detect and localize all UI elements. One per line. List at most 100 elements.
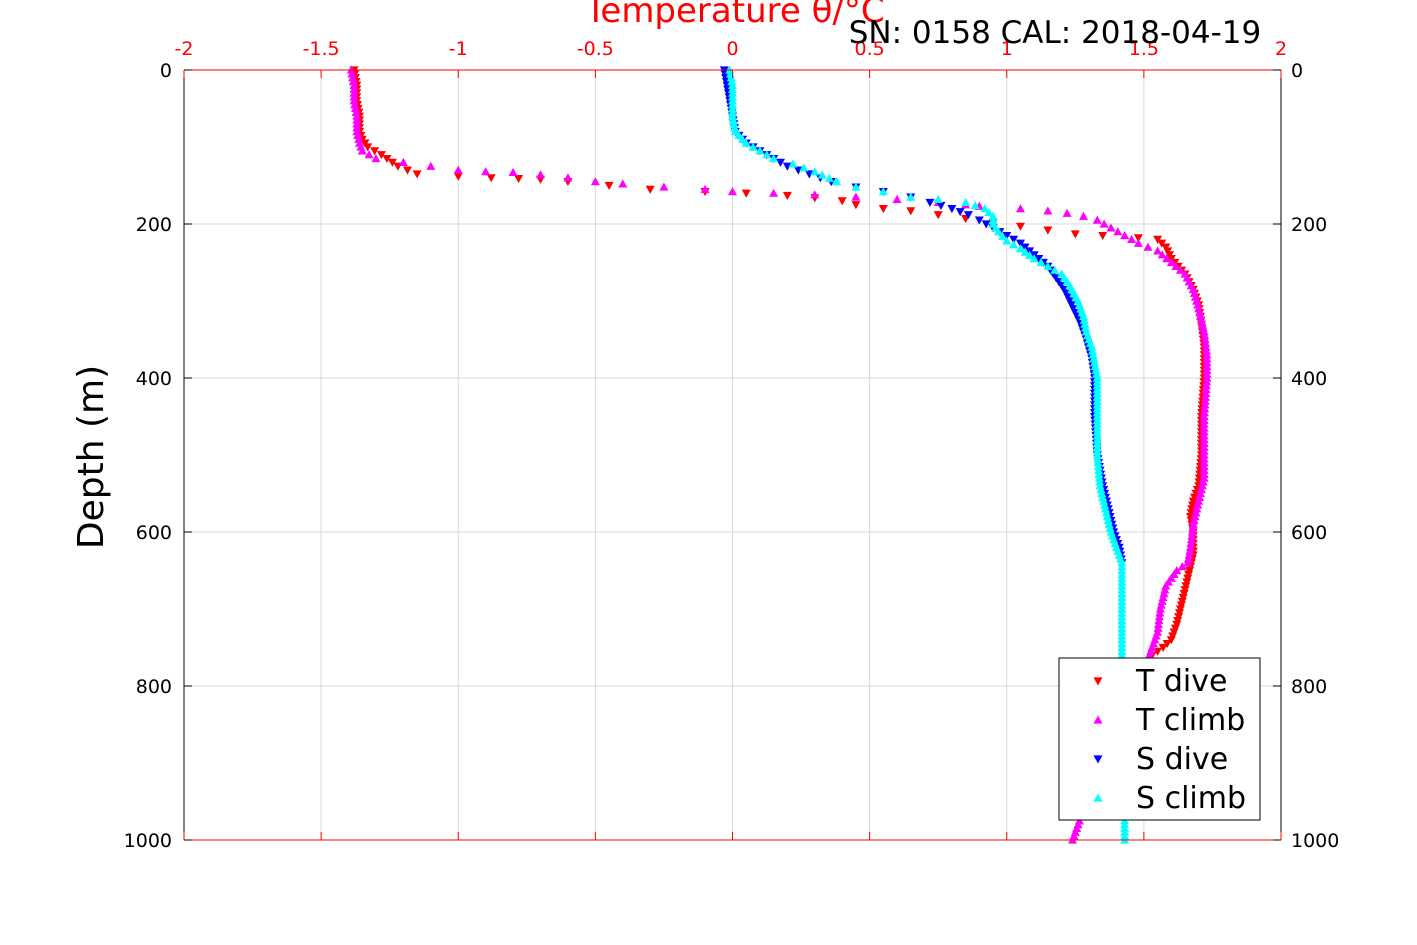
x-tick-label: -0.5: [577, 38, 614, 60]
data-point: [729, 119, 739, 128]
data-point: [1157, 250, 1167, 259]
data-point: [1154, 619, 1164, 628]
data-point: [1185, 542, 1195, 551]
y-tick-label-left: 1000: [124, 830, 172, 852]
data-point: [730, 127, 740, 136]
data-point: [1196, 311, 1206, 320]
data-point: [998, 231, 1008, 240]
data-point: [1200, 396, 1210, 405]
y-tick-label-left: 200: [136, 214, 172, 236]
data-point: [1009, 240, 1019, 249]
data-point: [486, 174, 496, 183]
data-point: [1193, 500, 1203, 509]
data-point: [782, 162, 792, 171]
x-tick-label: 2: [1275, 38, 1287, 60]
data-point: [963, 211, 973, 220]
data-point: [728, 115, 738, 124]
y-axis-title: Depth (m): [71, 365, 112, 549]
data-point: [1092, 215, 1102, 224]
x-axis-title: Temperature θ/°C: [584, 0, 884, 31]
legend-label: S dive: [1136, 742, 1228, 777]
data-point: [728, 187, 737, 196]
y-tick-label-right: 600: [1291, 522, 1327, 544]
data-point: [1197, 319, 1207, 328]
data-point: [980, 204, 990, 213]
data-point: [1197, 481, 1207, 490]
data-point: [970, 201, 980, 210]
data-point: [1155, 604, 1165, 613]
data-point: [1191, 508, 1201, 517]
data-point: [1160, 585, 1170, 594]
data-point: [1043, 226, 1053, 235]
data-point: [1201, 385, 1211, 394]
data-point: [1080, 319, 1090, 328]
data-point: [1102, 512, 1112, 521]
data-point: [741, 138, 751, 147]
data-point: [933, 211, 943, 220]
axes: [183, 69, 1282, 841]
data-point: [1081, 323, 1091, 332]
data-point: [1093, 454, 1103, 463]
data-point: [426, 161, 436, 170]
data-point: [604, 181, 614, 190]
data-point: [370, 147, 380, 156]
data-point: [1104, 519, 1114, 528]
data-point: [1020, 247, 1030, 256]
data-point: [1200, 400, 1210, 409]
chart-subtitle: SN: 0158 CAL: 2018-04-19: [849, 15, 1262, 51]
data-point: [1186, 539, 1196, 548]
legend-label: S climb: [1136, 781, 1246, 816]
data-point: [974, 216, 984, 225]
data-point: [1188, 519, 1198, 528]
data-point: [1088, 350, 1098, 359]
data-point: [1201, 346, 1211, 355]
data-point: [1201, 342, 1211, 351]
data-point: [1199, 473, 1209, 482]
data-point: [981, 220, 991, 229]
data-point: [1009, 235, 1019, 244]
y-tick-label-left: 800: [136, 676, 172, 698]
data-point: [817, 170, 827, 179]
data-point: [1202, 373, 1212, 382]
data-point: [1094, 473, 1104, 482]
legend-marker: [1093, 793, 1103, 802]
data-point: [1098, 231, 1108, 241]
x-tick-label: 0: [726, 38, 738, 60]
data-point: [1106, 223, 1116, 232]
data-point: [788, 159, 798, 168]
data-point: [892, 194, 902, 203]
data-point: [1070, 230, 1080, 239]
data-point: [1090, 358, 1100, 367]
x-tick-label: -2: [175, 38, 194, 60]
data-point: [1162, 254, 1172, 263]
data-points: [346, 65, 1212, 844]
data-point: [799, 163, 809, 172]
data-point: [1194, 304, 1204, 313]
data-point: [1002, 231, 1012, 241]
data-point: [350, 104, 360, 113]
data-point: [1200, 331, 1210, 340]
legend-marker: [1093, 755, 1103, 764]
data-point: [906, 207, 916, 216]
data-point: [1199, 408, 1209, 417]
data-point: [348, 73, 358, 82]
y-tick-label-right: 200: [1291, 214, 1327, 236]
data-point: [824, 173, 834, 182]
data-point: [1050, 265, 1060, 274]
data-point: [1200, 335, 1210, 344]
data-point: [1002, 236, 1012, 245]
data-point: [1161, 581, 1171, 590]
data-point: [1087, 342, 1097, 351]
data-point: [933, 194, 943, 203]
data-point: [376, 151, 386, 160]
data-point: [1094, 465, 1104, 474]
data-point: [1196, 489, 1206, 498]
data-point: [1079, 211, 1089, 220]
data-point: [1202, 377, 1212, 386]
data-point: [984, 207, 994, 217]
data-point: [618, 179, 628, 188]
data-point: [1201, 388, 1211, 397]
data-point: [1015, 204, 1025, 213]
data-point: [1201, 392, 1211, 401]
data-point: [1186, 535, 1196, 544]
